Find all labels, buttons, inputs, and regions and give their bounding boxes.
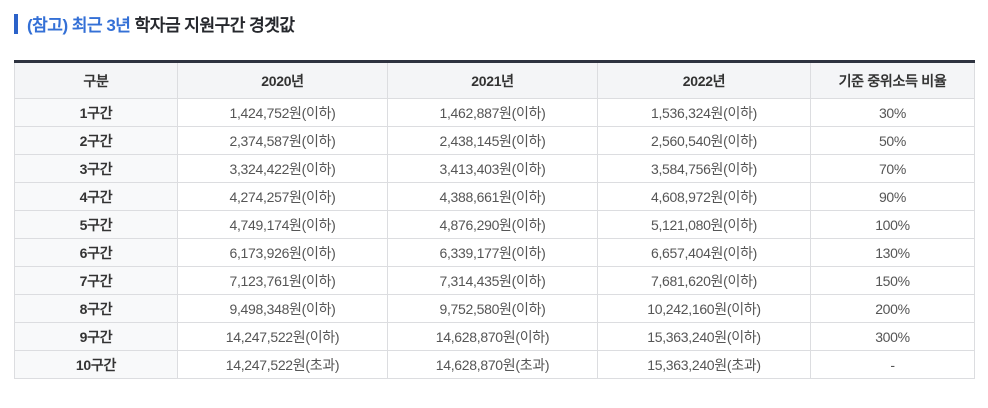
title-accent-bar [14,13,18,34]
table-row: 4구간 4,274,257원(이하) 4,388,661원(이하) 4,608,972… [14,182,975,211]
cell-y2020: 2,374,587원(이하) [177,126,388,155]
cell-y2020: 6,173,926원(이하) [177,238,388,267]
cell-y2020: 14,247,522원(초과) [177,350,388,379]
page-title-rest: 학자금 지원구간 경곗값 [130,16,295,35]
cell-y2022: 3,584,756원(이하) [597,154,811,183]
cell-y2022: 10,242,160원(이하) [597,294,811,323]
table-body: 1구간 1,424,752원(이하) 1,462,887원(이하) 1,536,324… [14,98,975,379]
row-label: 3구간 [14,154,178,183]
cell-y2020: 14,247,522원(이하) [177,322,388,351]
row-label: 8구간 [14,294,178,323]
table-row: 5구간 4,749,174원(이하) 4,876,290원(이하) 5,121,080… [14,210,975,239]
cell-y2021: 1,462,887원(이하) [387,98,598,127]
table-row: 6구간 6,173,926원(이하) 6,339,177원(이하) 6,657,404… [14,238,975,267]
table-row: 2구간 2,374,587원(이하) 2,438,145원(이하) 2,560,540… [14,126,975,155]
cell-ratio: 100% [810,210,975,239]
cell-y2020: 9,498,348원(이하) [177,294,388,323]
table-head: 구분 2020년 2021년 2022년 기준 중위소득 비율 [14,61,975,99]
cell-y2022: 15,363,240원(초과) [597,350,811,379]
cell-y2020: 3,324,422원(이하) [177,154,388,183]
cell-y2020: 4,749,174원(이하) [177,210,388,239]
cell-ratio: 70% [810,154,975,183]
row-label: 7구간 [14,266,178,295]
cell-y2020: 4,274,257원(이하) [177,182,388,211]
cell-ratio: 150% [810,266,975,295]
section-title: (참고) 최근 3년 학자금 지원구간 경곗값 [14,11,295,36]
cell-y2022: 1,536,324원(이하) [597,98,811,127]
row-label: 5구간 [14,210,178,239]
cell-y2021: 9,752,580원(이하) [387,294,598,323]
table-row: 10구간 14,247,522원(초과) 14,628,870원(초과) 15,363… [14,350,975,379]
table-row: 3구간 3,324,422원(이하) 3,413,403원(이하) 3,584,756… [14,154,975,183]
cell-y2022: 4,608,972원(이하) [597,182,811,211]
cell-y2020: 1,424,752원(이하) [177,98,388,127]
cell-ratio: 90% [810,182,975,211]
column-header-2021: 2021년 [387,61,598,99]
column-header-2020: 2020년 [177,61,388,99]
cell-ratio: 130% [810,238,975,267]
cell-y2021: 4,876,290원(이하) [387,210,598,239]
cell-ratio: 30% [810,98,975,127]
row-label: 4구간 [14,182,178,211]
table-row: 7구간 7,123,761원(이하) 7,314,435원(이하) 7,681,620… [14,266,975,295]
row-label: 9구간 [14,322,178,351]
cell-y2022: 2,560,540원(이하) [597,126,811,155]
cell-y2021: 4,388,661원(이하) [387,182,598,211]
cell-y2021: 2,438,145원(이하) [387,126,598,155]
aid-bracket-table: 구분 2020년 2021년 2022년 기준 중위소득 비율 1구간 1,424… [14,60,975,379]
table-header-row: 구분 2020년 2021년 2022년 기준 중위소득 비율 [14,61,975,99]
row-label: 6구간 [14,238,178,267]
cell-y2022: 7,681,620원(이하) [597,266,811,295]
page-title: (참고) 최근 3년 학자금 지원구간 경곗값 [27,11,295,36]
cell-y2022: 15,363,240원(이하) [597,322,811,351]
cell-y2022: 5,121,080원(이하) [597,210,811,239]
cell-ratio: 200% [810,294,975,323]
row-label: 10구간 [14,350,178,379]
cell-y2021: 14,628,870원(이하) [387,322,598,351]
row-label: 1구간 [14,98,178,127]
table-row: 1구간 1,424,752원(이하) 1,462,887원(이하) 1,536,324… [14,98,975,127]
table-row: 9구간 14,247,522원(이하) 14,628,870원(이하) 15,363,… [14,322,975,351]
cell-y2020: 7,123,761원(이하) [177,266,388,295]
cell-y2021: 14,628,870원(초과) [387,350,598,379]
column-header-median-income-ratio: 기준 중위소득 비율 [810,61,975,99]
cell-y2021: 7,314,435원(이하) [387,266,598,295]
column-header-2022: 2022년 [597,61,811,99]
cell-y2021: 3,413,403원(이하) [387,154,598,183]
row-label: 2구간 [14,126,178,155]
cell-ratio: - [810,350,975,379]
page-title-highlight: (참고) 최근 3년 [27,16,131,35]
cell-y2022: 6,657,404원(이하) [597,238,811,267]
column-header-category: 구분 [14,61,178,99]
cell-y2021: 6,339,177원(이하) [387,238,598,267]
cell-ratio: 300% [810,322,975,351]
table-row: 8구간 9,498,348원(이하) 9,752,580원(이하) 10,242,16… [14,294,975,323]
cell-ratio: 50% [810,126,975,155]
